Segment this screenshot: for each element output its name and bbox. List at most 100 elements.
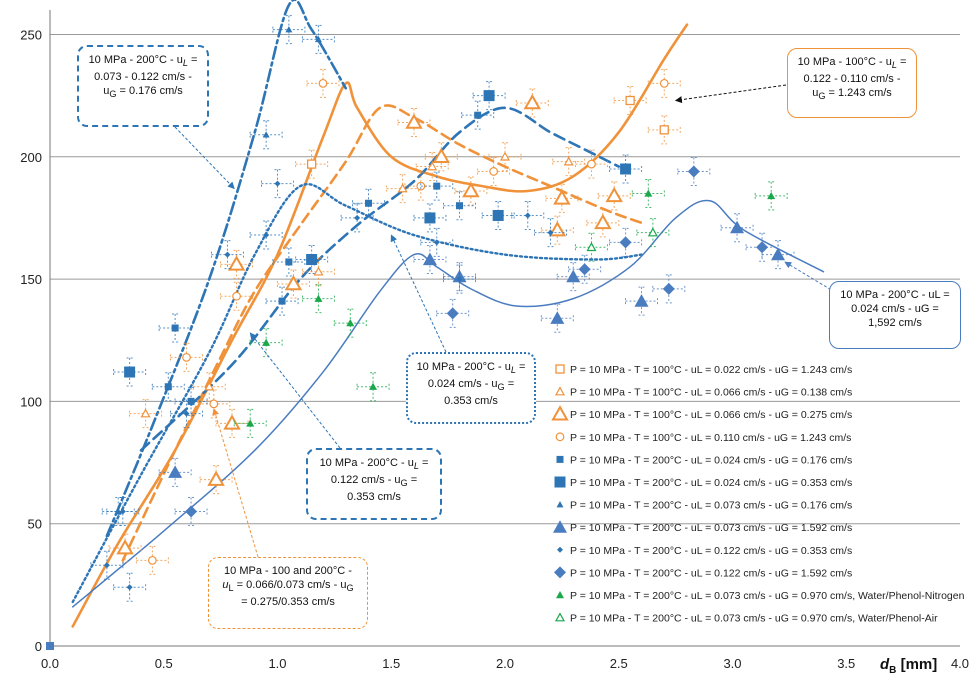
annotation-box-6: 10 MPa - 200°C - uL = 0.024 cm/s - uG = … <box>829 281 961 349</box>
x-axis-label-sub: B <box>889 665 896 676</box>
curve-blue-dashed <box>139 106 621 452</box>
data-point <box>550 311 565 324</box>
x-tick-label: 4.0 <box>951 656 969 671</box>
data-point <box>578 263 591 276</box>
data-point <box>489 167 499 176</box>
data-point <box>492 209 504 221</box>
annotation-box-1: 10 MPa - 200°C - uL = 0.073 - 0.122 cm/s… <box>77 45 209 127</box>
data-points <box>46 15 795 650</box>
legend-label: P = 10 MPa - T = 200°C - uL = 0.024 cm/s… <box>570 477 852 489</box>
annotation-6-line-2: 0.024 cm/s - uG = <box>851 303 939 315</box>
data-point <box>365 199 372 207</box>
legend-entry: P = 10 MPa - T = 200°C - uL = 0.073 cm/s… <box>556 500 852 512</box>
data-point <box>369 382 378 390</box>
legend-label: P = 10 MPa - T = 100°C - uL = 0.022 cm/s… <box>570 364 852 376</box>
legend-label: P = 10 MPa - T = 200°C - uL = 0.024 cm/s… <box>570 454 852 466</box>
data-point <box>625 95 635 106</box>
annotation-arrow-5 <box>212 408 259 558</box>
x-axis-label-main: d <box>880 656 890 673</box>
legend-marker <box>557 546 563 553</box>
legend-entry: P = 10 MPa - T = 200°C - uL = 0.024 cm/s… <box>556 454 852 466</box>
y-tick-label: 0 <box>35 639 42 654</box>
data-point <box>263 232 270 239</box>
legend-entry: P = 10 MPa - T = 200°C - uL = 0.073 cm/s… <box>553 520 852 534</box>
x-axis-label-unit: [mm] <box>896 656 937 673</box>
data-point <box>185 505 198 518</box>
legend-entry: P = 10 MPa - T = 100°C - uL = 0.022 cm/s… <box>555 364 852 376</box>
legend-label: P = 10 MPa - T = 200°C - uL = 0.122 cm/s… <box>570 567 852 579</box>
legend-entry: P = 10 MPa - T = 100°C - uL = 0.066 cm/s… <box>551 405 852 421</box>
annotation-box-3: 10 MPa - 200°C - uL = 0.024 cm/s - uG = … <box>406 352 536 424</box>
data-point <box>224 251 231 258</box>
data-point <box>246 419 255 427</box>
data-point <box>462 181 480 198</box>
annotation-4-line-3: 0.353 cm/s <box>347 491 401 504</box>
x-tick-label: 0.5 <box>155 656 173 671</box>
annotation-5-line-2: uL = 0.066/0.073 cm/s - uG <box>222 579 354 594</box>
legend-marker <box>556 591 564 599</box>
annotation-arrow-2 <box>674 84 787 104</box>
data-point <box>433 239 440 246</box>
series-12 <box>574 218 670 262</box>
legend-marker <box>555 364 565 374</box>
legend: P = 10 MPa - T = 100°C - uL = 0.022 cm/s… <box>551 364 965 625</box>
data-point <box>456 202 463 210</box>
data-point <box>474 111 482 119</box>
x-tick-label: 3.0 <box>723 656 741 671</box>
legend-label: P = 10 MPa - T = 100°C - uL = 0.066 cm/s… <box>570 409 852 421</box>
data-point <box>548 221 567 237</box>
y-tick-label: 100 <box>20 394 42 409</box>
legend-label: P = 10 MPa - T = 100°C - uL = 0.110 cm/s… <box>570 432 851 444</box>
series-10 <box>174 156 779 526</box>
data-point <box>346 319 355 327</box>
curve-orange-dashed <box>121 104 643 562</box>
data-point <box>209 399 219 409</box>
annotation-3-line-3: 0.353 cm/s <box>444 395 498 408</box>
x-tick-label: 2.0 <box>496 656 514 671</box>
data-point <box>314 294 323 302</box>
data-point <box>232 291 241 301</box>
legend-label: P = 10 MPa - T = 200°C - uL = 0.073 cm/s… <box>570 522 852 534</box>
annotation-box-4: 10 MPa - 200°C - uL = 0.122 cm/s - uG = … <box>306 448 442 520</box>
legend-entry: P = 10 MPa - T = 100°C - uL = 0.110 cm/s… <box>555 432 851 444</box>
data-point <box>314 35 322 43</box>
data-point <box>427 161 438 171</box>
data-point <box>563 156 574 166</box>
legend-marker <box>554 566 566 579</box>
legend-marker <box>554 386 566 396</box>
annotation-2-line-3: uG = 1.243 cm/s <box>812 87 892 102</box>
data-point <box>523 93 542 110</box>
data-point <box>647 227 658 237</box>
data-point <box>306 159 317 169</box>
data-point <box>587 159 596 169</box>
legend-label: P = 10 MPa - T = 200°C - uL = 0.073 cm/s… <box>570 590 965 602</box>
legend-entry: P = 10 MPa - T = 200°C - uL = 0.024 cm/s… <box>554 476 852 489</box>
y-tick-label: 50 <box>28 517 42 532</box>
annotation-4-line-1: 10 MPa - 200°C - uL = <box>319 457 429 472</box>
x-tick-label: 0.0 <box>41 656 59 671</box>
data-point <box>620 163 632 175</box>
data-point <box>262 131 270 138</box>
legend-marker <box>556 501 564 508</box>
annotation-6-line-1: 10 MPa - 200°C - uL = <box>840 289 950 301</box>
legend-label: P = 10 MPa - T = 100°C - uL = 0.066 cm/s… <box>570 387 852 399</box>
data-point <box>124 366 136 378</box>
annotation-2-line-1: 10 MPa - 100°C - uL = <box>797 56 907 71</box>
annotation-box-2: 10 MPa - 100°C - uL = 0.122 - 0.110 cm/s… <box>787 48 917 118</box>
data-point <box>659 125 669 135</box>
axes <box>49 10 960 647</box>
data-point <box>318 78 328 88</box>
data-point <box>354 214 361 221</box>
data-point <box>446 307 459 320</box>
series-3 <box>108 88 631 563</box>
x-tick-label: 3.5 <box>837 656 855 671</box>
x-tick-label: 1.0 <box>268 656 286 671</box>
data-point <box>644 189 653 197</box>
annotation-1-line-3: uG = 0.176 cm/s <box>103 85 183 100</box>
y-tick-label: 250 <box>20 27 42 42</box>
data-point <box>285 26 293 33</box>
curve-blue-dotted <box>71 183 643 604</box>
data-point <box>553 189 571 205</box>
data-point <box>756 241 769 254</box>
